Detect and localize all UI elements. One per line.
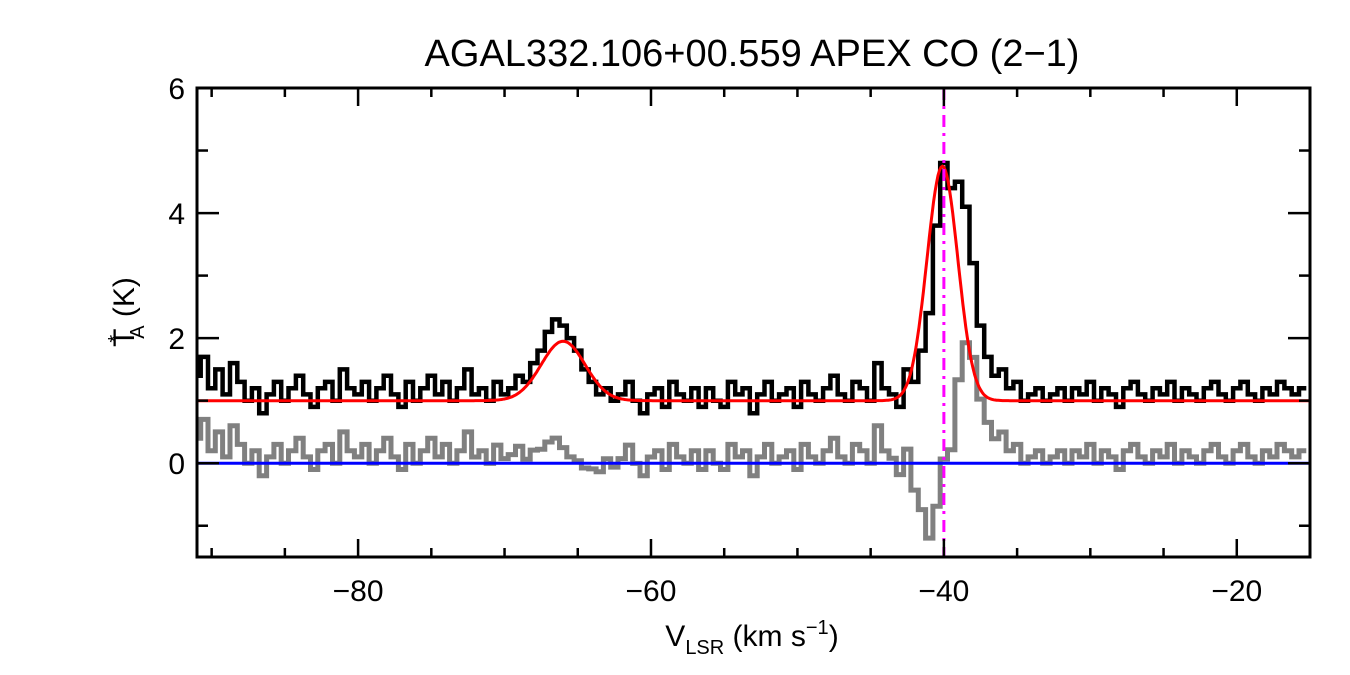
y-label-rest: (K) [108, 277, 141, 325]
y-tick-label: 2 [168, 323, 185, 356]
x-label-rest: (km s [724, 620, 806, 653]
x-tick-label: −80 [333, 575, 384, 608]
y-label-main: T [108, 329, 141, 347]
plot-content [197, 88, 1310, 557]
x-label-sub: LSR [685, 637, 724, 659]
x-label-main: V [665, 620, 685, 653]
plot-area [197, 88, 1310, 557]
chart-title: AGAL332.106+00.559 APEX CO (2−1) [425, 33, 1080, 75]
x-tick-label: −20 [1211, 575, 1262, 608]
gaussian-fit [197, 164, 1310, 403]
x-label-end: ) [829, 620, 839, 653]
x-tick-label: −60 [626, 575, 677, 608]
axes: −80 −60 −40 −20 0 2 4 6 [168, 73, 1312, 608]
plot-frame [195, 86, 1312, 559]
y-axis-label: T*A (K) [105, 277, 149, 347]
x-tick-label: −40 [918, 575, 969, 608]
y-tick-label: 4 [168, 198, 185, 231]
y-label-sub: A [127, 325, 149, 339]
y-tick-label: 0 [168, 448, 185, 481]
y-tick-label: 6 [168, 73, 185, 106]
observed-spectrum [197, 160, 1307, 416]
x-label-sup: −1 [806, 617, 829, 639]
y-label-sup: * [105, 335, 127, 343]
x-axis-label: VLSR (km s−1) [665, 617, 838, 659]
residual-spectrum [197, 340, 1307, 541]
